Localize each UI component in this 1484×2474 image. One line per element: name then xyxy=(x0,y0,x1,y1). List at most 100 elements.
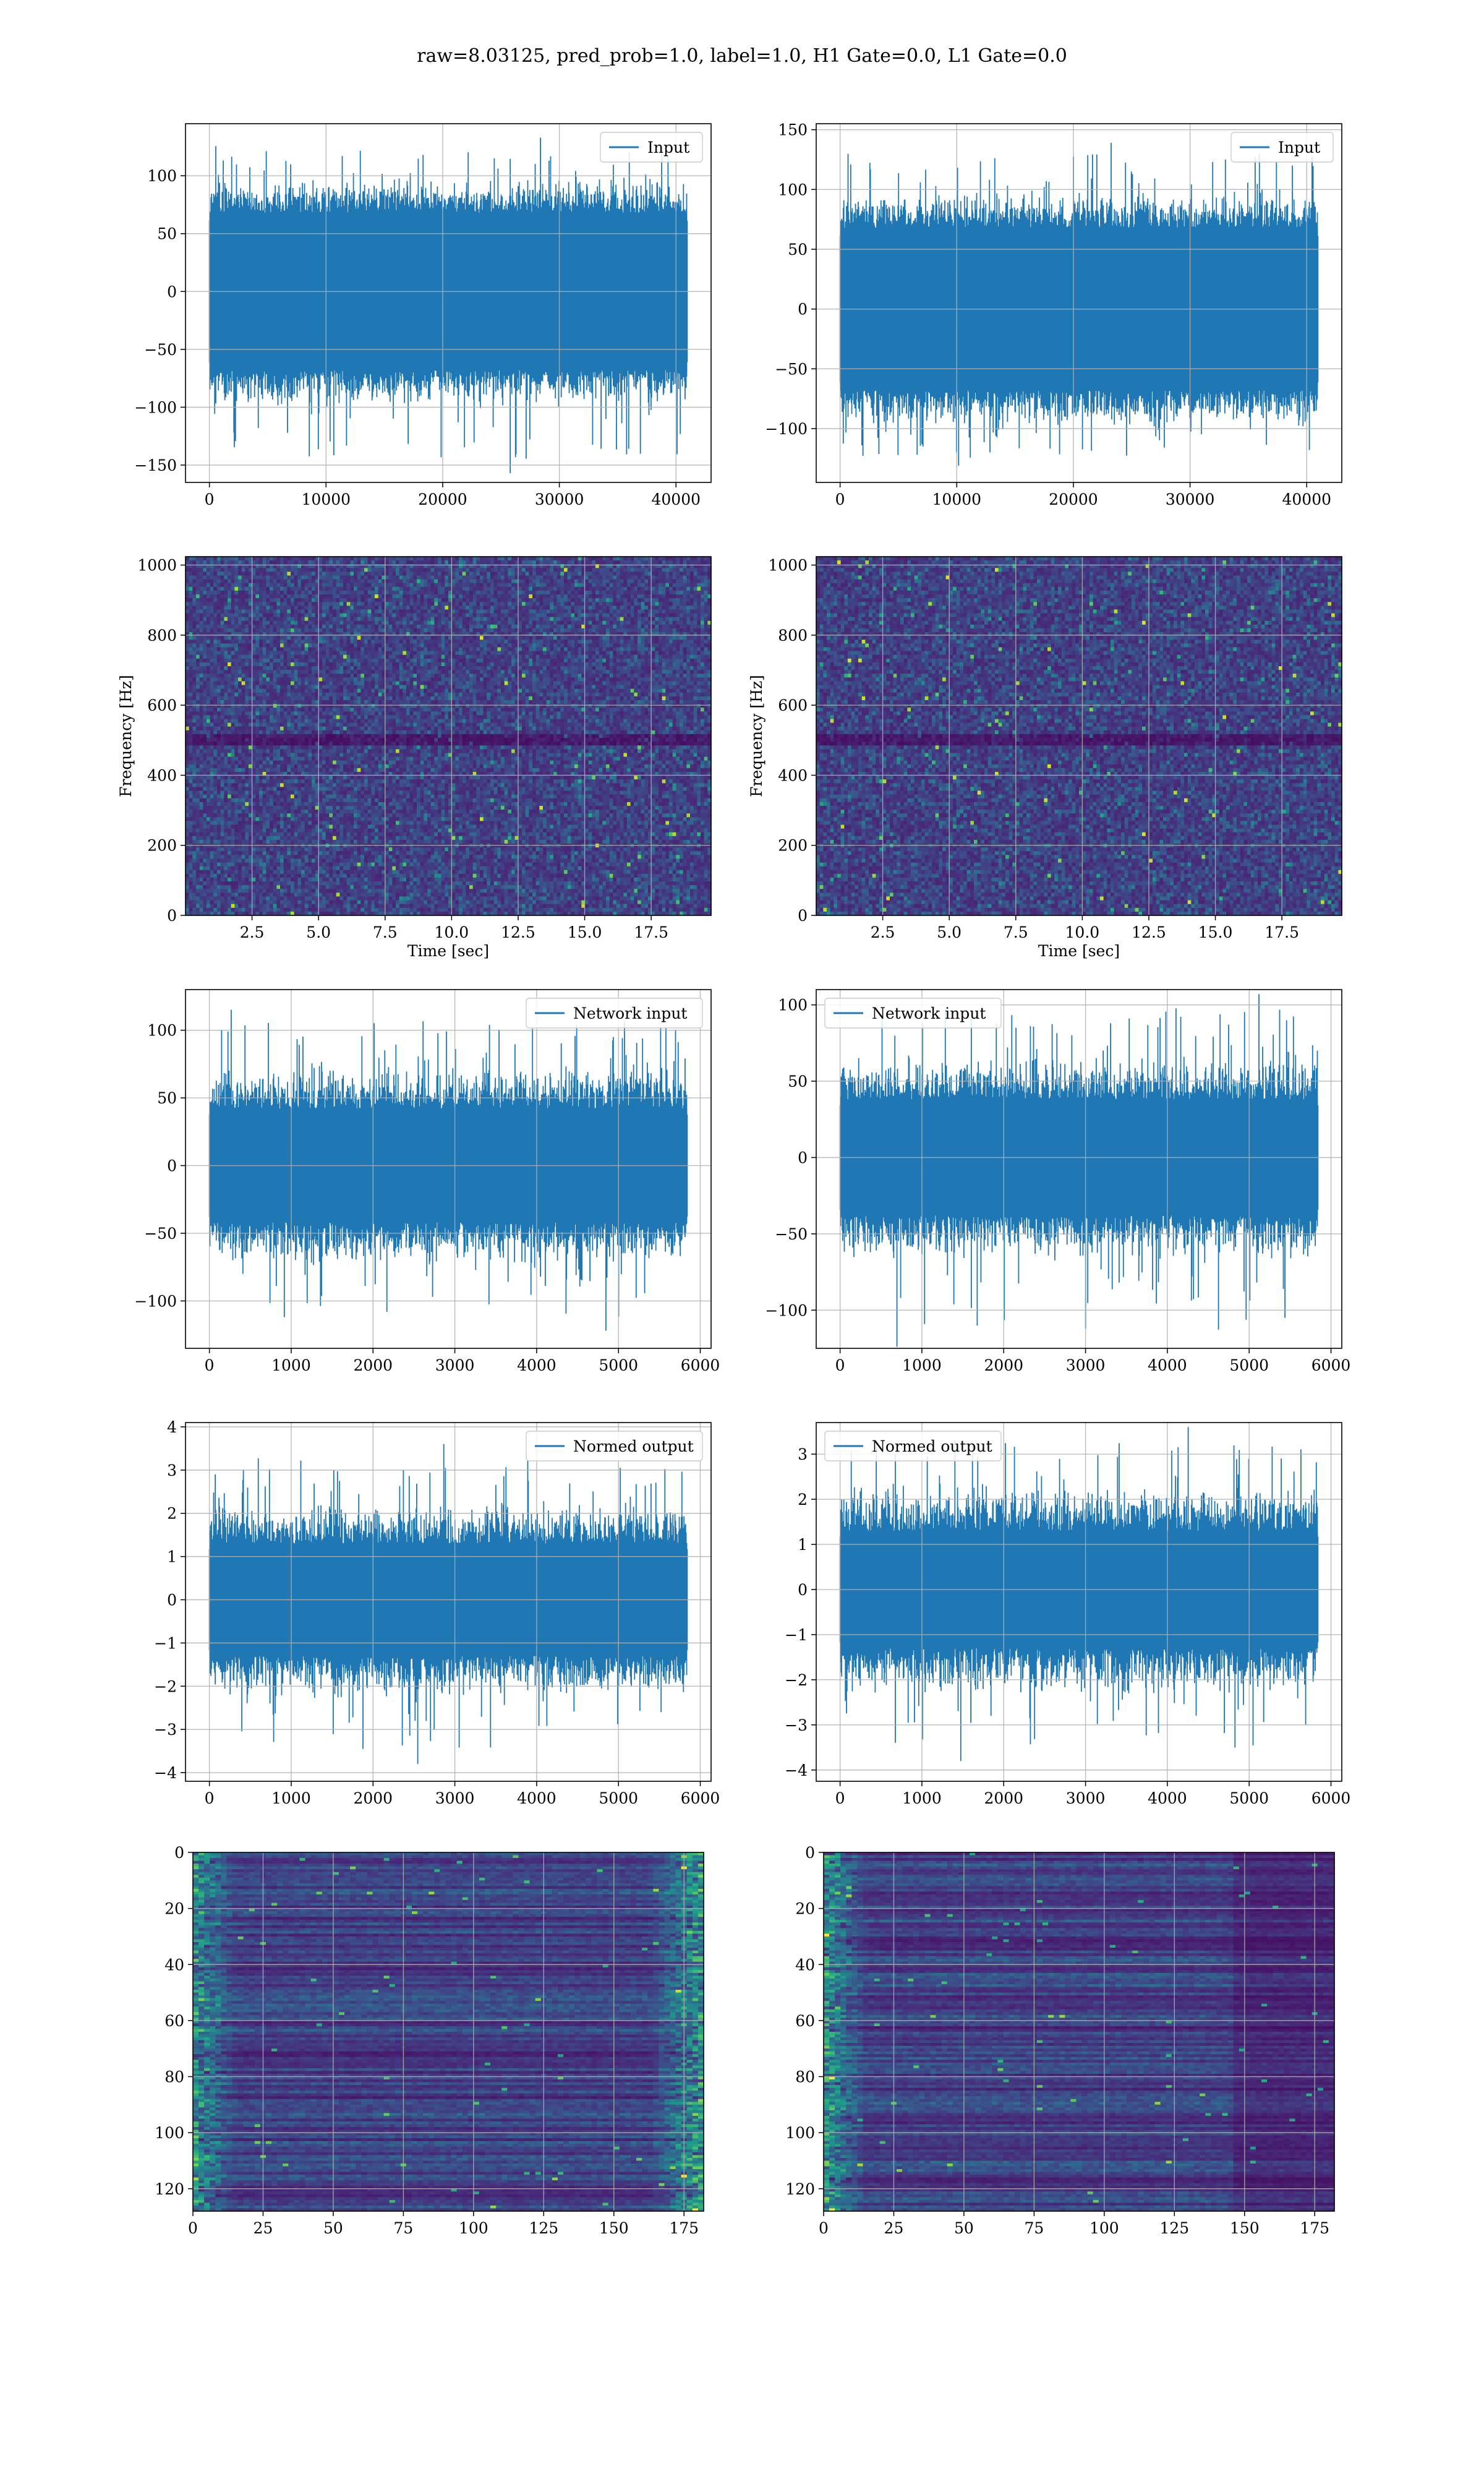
spectrogram-cell xyxy=(375,557,378,561)
spectrogram-cell xyxy=(424,606,427,610)
spectrogram-cell xyxy=(613,598,616,602)
spectrogram-cell xyxy=(371,580,375,584)
spectrogram-cell xyxy=(602,587,606,591)
spectrogram-cell xyxy=(526,571,529,576)
spectrogram-cell xyxy=(553,591,557,595)
spectrogram-cell xyxy=(231,598,235,602)
spectrogram-cell xyxy=(378,583,382,588)
spectrogram-cell xyxy=(683,560,687,565)
spectrogram-cell xyxy=(613,587,616,591)
spectrogram-cell xyxy=(589,594,592,599)
spectrogram-cell xyxy=(669,571,673,576)
spectrogram-cell xyxy=(291,560,294,565)
spectrogram-cell xyxy=(623,614,627,618)
spectrogram-cell xyxy=(255,606,259,610)
spectrogram-cell xyxy=(536,580,540,584)
spectrogram-cell xyxy=(424,568,427,572)
spectrogram-cell xyxy=(669,560,673,565)
spectrogram-cell xyxy=(578,560,582,565)
spectrogram-cell xyxy=(273,617,277,622)
spectrogram-cell xyxy=(466,560,469,565)
spectrogram-cell xyxy=(704,587,708,591)
spectrogram-cell xyxy=(476,568,480,572)
spectrogram-cell xyxy=(490,614,494,618)
spectrogram-cell xyxy=(385,583,389,588)
spectrogram-cell xyxy=(574,614,578,618)
spectrogram-cell xyxy=(585,587,589,591)
spectrogram-cell xyxy=(452,614,456,618)
spectrogram-cell xyxy=(529,583,532,588)
spectrogram-cell xyxy=(203,560,207,565)
spectrogram-cell xyxy=(280,594,284,599)
spectrogram-cell xyxy=(665,587,669,591)
spectrogram-cell xyxy=(568,571,571,576)
spectrogram-cell xyxy=(571,568,574,572)
spectrogram-cell xyxy=(641,576,645,580)
spectrogram-cell xyxy=(669,557,673,561)
spectrogram-cell xyxy=(410,602,414,606)
spectrogram-cell xyxy=(301,560,305,565)
spectrogram-cell xyxy=(189,571,193,576)
y-tick-label: 100 xyxy=(778,181,808,199)
spectrogram-cell xyxy=(255,614,259,618)
spectrogram-cell xyxy=(385,576,389,580)
spectrogram-cell xyxy=(564,606,568,610)
spectrogram-cell xyxy=(490,560,494,565)
spectrogram-cell xyxy=(620,594,624,599)
spectrogram-cell xyxy=(221,580,224,584)
spectrogram-cell xyxy=(574,606,578,610)
spectrogram-cell xyxy=(571,594,574,599)
spectrogram-cell xyxy=(455,614,459,618)
spectrogram-cell xyxy=(686,606,690,610)
spectrogram-cell xyxy=(536,576,540,580)
spectrogram-cell xyxy=(343,606,347,610)
spectrogram-cell xyxy=(683,591,687,595)
spectrogram-cell xyxy=(308,598,312,602)
spectrogram-cell xyxy=(638,609,641,614)
spectrogram-cell xyxy=(431,602,435,606)
spectrogram-cell xyxy=(631,576,634,580)
spectrogram-cell xyxy=(266,580,270,584)
spectrogram-cell xyxy=(186,568,189,572)
spectrogram-cell xyxy=(686,594,690,599)
spectrogram-cell xyxy=(350,614,354,618)
spectrogram-cell xyxy=(490,583,494,588)
spectrogram-cell xyxy=(375,602,378,606)
spectrogram-cell xyxy=(189,580,193,584)
spectrogram-cell xyxy=(357,583,361,588)
spectrogram-cell xyxy=(511,560,515,565)
spectrogram-cell xyxy=(420,557,424,561)
spectrogram-cell xyxy=(322,591,326,595)
spectrogram-cell xyxy=(297,576,301,580)
spectrogram-cell xyxy=(452,609,456,614)
spectrogram-cell xyxy=(641,594,645,599)
spectrogram-cell xyxy=(522,587,526,591)
spectrogram-cell xyxy=(473,583,477,588)
spectrogram-cell xyxy=(263,591,267,595)
spectrogram-cell xyxy=(445,594,448,599)
spectrogram-cell xyxy=(242,576,245,580)
spectrogram-cell xyxy=(655,587,659,591)
spectrogram-cell xyxy=(659,587,662,591)
spectrogram-cell xyxy=(189,594,193,599)
spectrogram-cell xyxy=(210,617,214,622)
spectrogram-cell xyxy=(680,606,683,610)
spectrogram-cell xyxy=(420,580,424,584)
spectrogram-cell xyxy=(403,598,406,602)
spectrogram-cell xyxy=(459,591,463,595)
spectrogram-cell xyxy=(518,594,522,599)
spectrogram-cell xyxy=(438,602,441,606)
spectrogram-cell xyxy=(389,598,393,602)
spectrogram-cell xyxy=(676,598,680,602)
spectrogram-cell xyxy=(273,576,277,580)
spectrogram-cell xyxy=(189,560,193,565)
spectrogram-cell xyxy=(508,583,511,588)
spectrogram-cell xyxy=(318,571,322,576)
spectrogram-cell xyxy=(536,606,540,610)
spectrogram-cell xyxy=(532,609,536,614)
spectrogram-cell xyxy=(424,557,427,561)
spectrogram-cell xyxy=(413,568,417,572)
spectrogram-cell xyxy=(547,583,550,588)
spectrogram-cell xyxy=(526,587,529,591)
spectrogram-cell xyxy=(445,571,448,576)
